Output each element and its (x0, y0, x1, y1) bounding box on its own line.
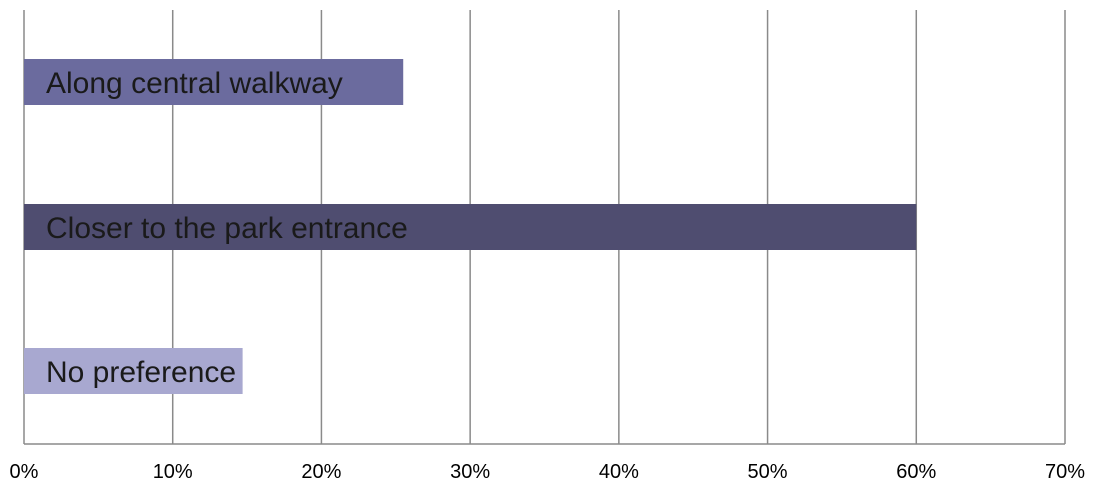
x-tick-label-10: 10% (153, 461, 193, 483)
x-tick-labels: 0% 10% 20% 30% 40% 50% 60% 70% (10, 461, 1086, 483)
x-tick-label-30: 30% (450, 461, 490, 483)
x-tick-label-40: 40% (599, 461, 639, 483)
x-tick-label-60: 60% (896, 461, 936, 483)
x-tick-label-50: 50% (748, 461, 788, 483)
bar-label-along-central-walkway: Along central walkway (46, 67, 343, 100)
x-tick-label-70: 70% (1045, 461, 1085, 483)
bar-label-no-preference: No preference (46, 356, 236, 389)
bar-labels: Along central walkway Closer to the park … (46, 67, 408, 389)
bar-label-closer-to-the-park-entrance: Closer to the park entrance (46, 212, 408, 245)
x-tick-label-20: 20% (301, 461, 341, 483)
x-tick-label-0: 0% (10, 461, 39, 483)
bars (24, 59, 917, 394)
bar-along-central-walkway (24, 59, 404, 105)
bar-closer-to-the-park-entrance (24, 204, 917, 250)
bar-no-preference (24, 348, 243, 394)
